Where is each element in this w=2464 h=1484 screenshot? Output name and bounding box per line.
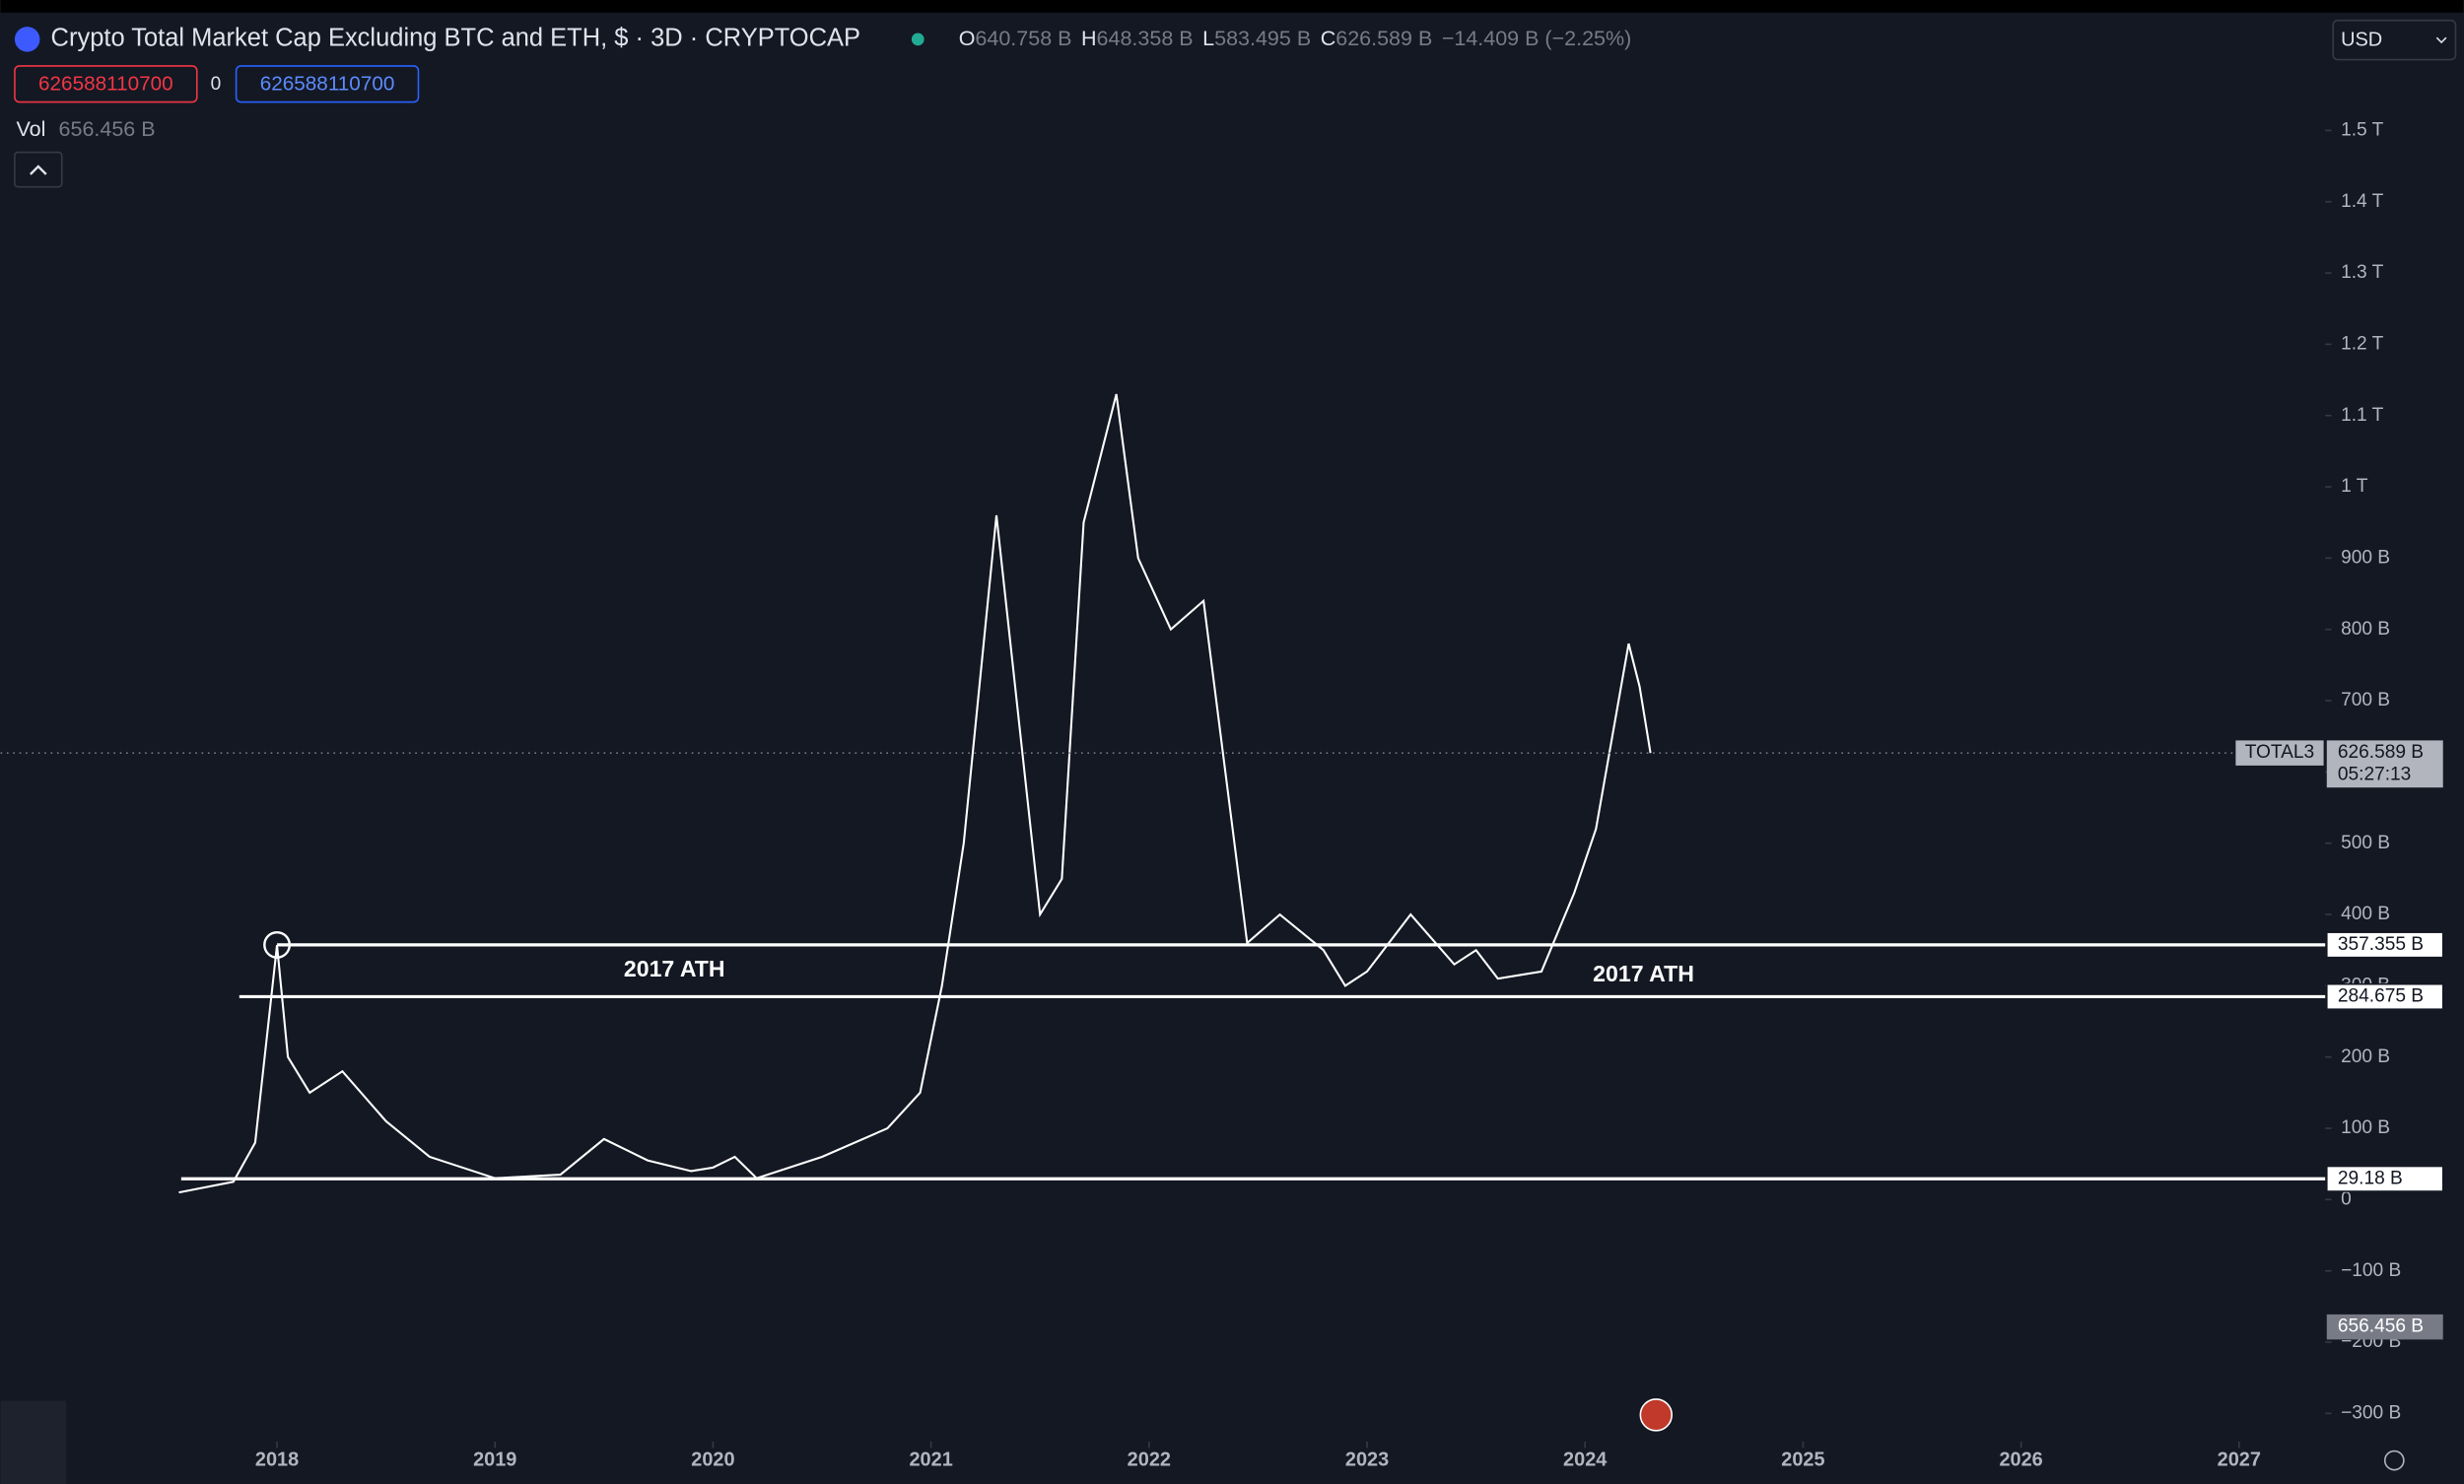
x-tick-label: 2020 bbox=[691, 1449, 734, 1470]
y-tick-label: 200 B bbox=[2341, 1046, 2390, 1067]
level-tag bbox=[2325, 982, 2444, 1011]
y-tick-label: −300 B bbox=[2341, 1402, 2401, 1423]
vol-value: 656.456 B bbox=[59, 117, 156, 141]
level-tag bbox=[2325, 931, 2444, 959]
y-tick-label: 1.5 T bbox=[2341, 119, 2384, 140]
currency[interactable]: USD bbox=[2341, 30, 2382, 51]
currency-select[interactable] bbox=[2332, 19, 2457, 61]
y-tick-label: −100 B bbox=[2341, 1260, 2401, 1281]
series-name: TOTAL3 bbox=[2245, 742, 2314, 763]
y-tick-label: 1.1 T bbox=[2341, 405, 2384, 426]
side-panel bbox=[0, 1400, 67, 1484]
top-bar bbox=[0, 0, 2464, 13]
event-flag[interactable] bbox=[1639, 1398, 1674, 1432]
y-tick-label: 900 B bbox=[2341, 547, 2390, 568]
x-tick-label: 2021 bbox=[909, 1449, 952, 1470]
y-tick-label: 100 B bbox=[2341, 1117, 2390, 1138]
y-tick-label: 1 T bbox=[2341, 476, 2368, 497]
collapse-icon bbox=[30, 165, 47, 175]
level-tag bbox=[2325, 1165, 2444, 1192]
settings-icon[interactable] bbox=[2383, 1450, 2405, 1471]
level-label: 29.18 B bbox=[2338, 1168, 2403, 1188]
ohlc-change: −14.409 B (−2.25%) bbox=[1442, 27, 1631, 50]
x-tick-label: 2026 bbox=[1999, 1449, 2042, 1470]
status-dot bbox=[911, 33, 924, 46]
collapse-button[interactable] bbox=[14, 151, 63, 188]
x-tick-label: 2023 bbox=[1345, 1449, 1389, 1470]
annotation: 2017 ATH bbox=[624, 956, 725, 981]
ohlc-key: O bbox=[959, 27, 976, 50]
x-tick-label: 2019 bbox=[473, 1449, 516, 1470]
y-tick-label: 800 B bbox=[2341, 619, 2390, 640]
ohlc-key: C bbox=[1321, 27, 1336, 50]
ath-marker bbox=[263, 930, 292, 959]
sell-price[interactable]: 626588110700 bbox=[38, 73, 173, 96]
x-tick-label: 2022 bbox=[1128, 1449, 1171, 1470]
ohlc-value: 626.589 B bbox=[1335, 27, 1432, 50]
x-tick-label: 2027 bbox=[2218, 1449, 2261, 1470]
buy-button[interactable] bbox=[235, 65, 420, 103]
x-tick-label: 2018 bbox=[255, 1449, 299, 1470]
x-tick-label: 2025 bbox=[1781, 1449, 1824, 1470]
y-tick-label: 1.2 T bbox=[2341, 333, 2384, 354]
y-tick-label: 400 B bbox=[2341, 904, 2390, 924]
symbol-icon bbox=[14, 27, 40, 52]
chart-title: Crypto Total Market Cap Excluding BTC an… bbox=[51, 25, 860, 52]
y-tick-label: 700 B bbox=[2341, 690, 2390, 710]
y-tick-label: 0 bbox=[2341, 1188, 2352, 1209]
x-tick-label: 2024 bbox=[1563, 1449, 1607, 1470]
ohlc-key: H bbox=[1081, 27, 1097, 50]
ohlc-legend: O640.758 B H648.358 B L583.495 B C626.589 B… bbox=[959, 27, 1632, 50]
series-tag bbox=[2235, 740, 2324, 766]
buy-price[interactable]: 626588110700 bbox=[260, 73, 395, 96]
last-price: 626.589 B bbox=[2338, 742, 2424, 763]
spread: 0 bbox=[211, 74, 222, 95]
currency-caret bbox=[2435, 36, 2447, 44]
level-label: 357.355 B bbox=[2338, 934, 2424, 955]
sell-button[interactable] bbox=[14, 65, 198, 103]
annotation: 2017 ATH bbox=[1593, 961, 1694, 986]
y-tick-label: 1.4 T bbox=[2341, 191, 2384, 212]
volume-last: 656.456 B bbox=[2338, 1316, 2424, 1337]
price-tag bbox=[2326, 740, 2443, 788]
volume-tag bbox=[2326, 1314, 2443, 1340]
y-tick-label: 500 B bbox=[2341, 833, 2390, 853]
ohlc-value: 648.358 B bbox=[1097, 27, 1194, 50]
price-line bbox=[178, 393, 1652, 1194]
y-tick-label: 1.3 T bbox=[2341, 262, 2384, 283]
vol-label: Vol bbox=[17, 117, 46, 141]
ohlc-key: L bbox=[1202, 27, 1214, 50]
countdown: 05:27:13 bbox=[2338, 765, 2411, 785]
ohlc-value: 583.495 B bbox=[1214, 27, 1311, 50]
ohlc-value: 640.758 B bbox=[975, 27, 1071, 50]
level-label: 284.675 B bbox=[2338, 986, 2424, 1007]
